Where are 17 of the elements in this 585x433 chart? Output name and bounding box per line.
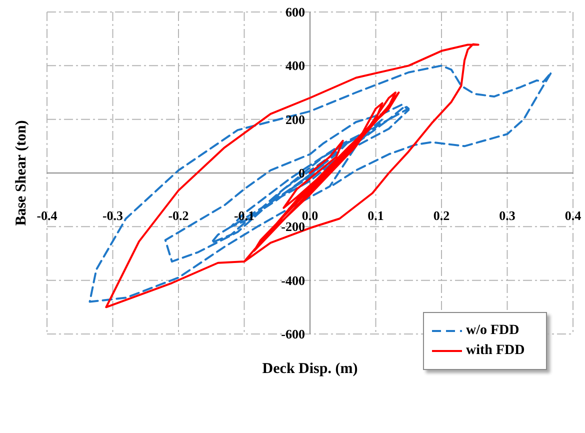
x-tick-label: -0.2 xyxy=(168,208,189,223)
y-tick-label: -600 xyxy=(281,326,305,342)
x-tick-label: 0.3 xyxy=(499,208,516,223)
legend-label: with FDD xyxy=(466,343,525,359)
y-tick-label: 600 xyxy=(286,4,305,20)
x-axis-title: Deck Disp. (m) xyxy=(262,361,358,377)
y-axis-title: Base Shear (ton) xyxy=(13,120,30,226)
x-tick-label: 0.1 xyxy=(368,208,384,223)
legend-label: w/o FDD xyxy=(466,323,520,339)
x-tick-label: -0.4 xyxy=(36,208,58,223)
y-tick-label: 400 xyxy=(286,58,305,74)
y-tick-label: -400 xyxy=(281,272,305,288)
y-tick-label: 200 xyxy=(286,112,305,127)
x-tick-label: 0.2 xyxy=(433,208,450,223)
x-tick-label: -0.3 xyxy=(102,208,124,223)
x-tick-label: 0.4 xyxy=(564,208,582,223)
line-series xyxy=(105,43,480,308)
